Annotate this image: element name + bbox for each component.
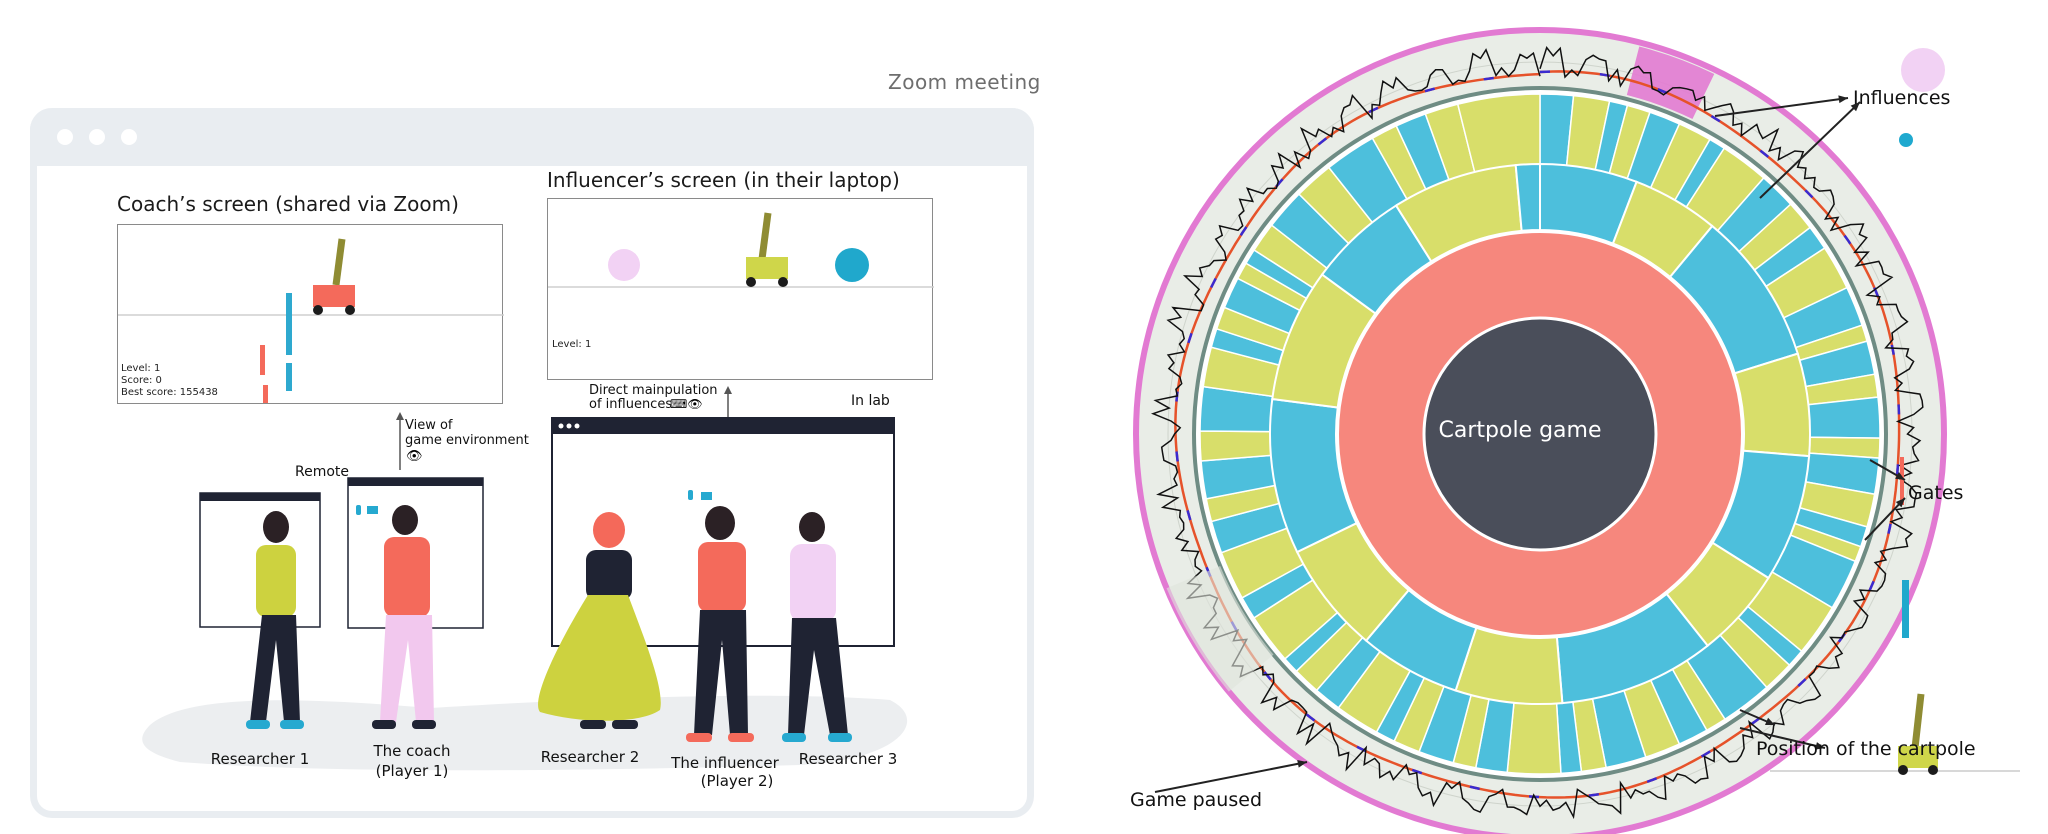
person-coach: The coach <box>373 742 451 760</box>
eye-icon: 👁 <box>406 449 423 464</box>
influence-wedge <box>1626 46 1715 119</box>
direct-label-2: of influences <box>589 397 673 412</box>
influence-lilac <box>1901 48 1945 92</box>
person-influencer: The influencer <box>671 754 779 772</box>
person-influencer-role: (Player 2) <box>700 772 774 790</box>
gates-annotation: Gates <box>1908 482 1964 504</box>
view-label-1: View of <box>405 418 453 433</box>
arrow-gates-1-head <box>1895 472 1905 480</box>
coach-screen-title: Coach’s screen (shared via Zoom) <box>117 192 459 216</box>
window-dot-2[interactable] <box>89 129 105 145</box>
radial-visualization <box>1133 27 2020 834</box>
influence-lilac <box>608 249 640 281</box>
center-label: Cartpole game <box>1438 418 1602 443</box>
keyboard-icon: ⌨👁 <box>670 397 703 411</box>
influence-cyan <box>835 248 869 282</box>
arrow-influences-2-head <box>1850 102 1860 112</box>
cart-body <box>1898 746 1938 768</box>
arrow-influences-2 <box>1759 101 1861 199</box>
cart-pole <box>1911 693 1925 749</box>
segment-middle <box>1733 352 1811 458</box>
paused-annotation: Game paused <box>1130 789 1262 811</box>
arrow-paused <box>1154 761 1308 793</box>
person-researcher-2: Researcher 2 <box>540 748 640 766</box>
signal-trace <box>1150 46 1924 820</box>
window-dot-1[interactable] <box>57 129 73 145</box>
zoom-meeting-label: Zoom meeting <box>888 70 1041 94</box>
arrow-position-head <box>1765 717 1775 725</box>
influences-annotation: Influences <box>1853 87 1951 109</box>
window-dot-3[interactable] <box>121 129 137 145</box>
influencer-level: Level: 1 <box>552 339 592 350</box>
direct-label-1: Direct mainpulation <box>589 383 718 398</box>
coach-level: Level: 1 <box>121 363 161 374</box>
arrow-influences-1-head <box>1838 95 1848 104</box>
coach-screen: Level: 1 Score: 0 Best score: 155438 <box>117 224 504 404</box>
arrow-position-2 <box>1739 727 1826 749</box>
person-researcher-1: Researcher 1 <box>210 750 310 768</box>
people-illustration <box>142 417 908 771</box>
coach-best-score: Best score: 155438 <box>121 387 218 398</box>
arrow-gates-2-head <box>1895 498 1905 508</box>
gate-bar-red <box>1900 457 1904 505</box>
center-disc <box>1422 316 1658 552</box>
view-label-2: game environment <box>405 433 529 448</box>
influencer-game-view <box>548 212 934 288</box>
influencer-screen: Level: 1 <box>547 198 934 380</box>
segment-middle <box>1514 162 1541 232</box>
paused-shade <box>1166 566 1274 692</box>
arrow-gates-2 <box>1864 497 1906 541</box>
zoom-window-titlebar <box>30 108 1034 166</box>
arrow-position-2-head <box>1815 742 1825 750</box>
person-researcher-3: Researcher 3 <box>798 750 898 768</box>
arrow-influences-1 <box>1714 97 1849 117</box>
influencer-screen-title: Influencer’s screen (in their laptop) <box>547 168 900 192</box>
coach-game-view <box>118 238 504 403</box>
in-lab-label: In lab <box>851 393 890 409</box>
cart-wheel <box>1898 765 1908 775</box>
cart-wheel <box>1928 765 1938 775</box>
position-annotation: Position of the cartpole <box>1756 738 1976 760</box>
arrow-paused-head <box>1297 759 1307 768</box>
person-coach-role: (Player 1) <box>375 762 449 780</box>
gate-bar-cyan <box>1902 580 1909 638</box>
remote-label: Remote <box>295 464 350 480</box>
influence-cyan <box>1899 133 1913 147</box>
coach-score: Score: 0 <box>121 375 162 386</box>
